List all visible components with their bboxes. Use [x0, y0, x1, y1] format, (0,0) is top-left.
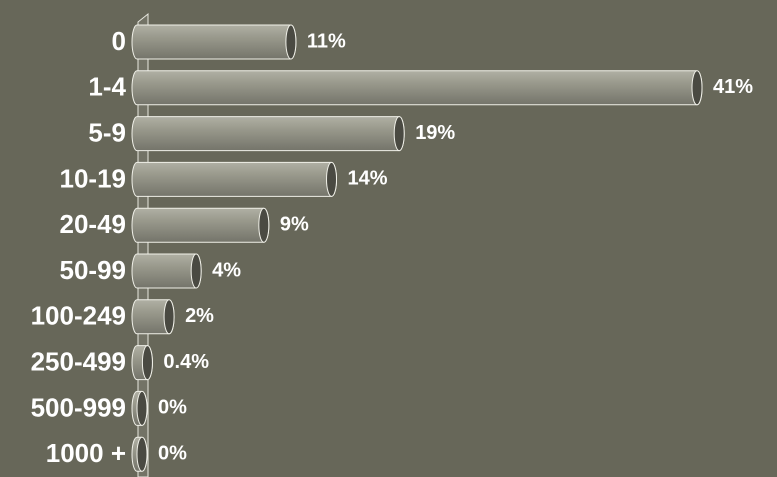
- value-label: 2%: [185, 305, 214, 327]
- bar-part: [136, 436, 148, 472]
- value-label: 14%: [348, 168, 388, 190]
- bar: [131, 436, 148, 472]
- bar: [131, 345, 153, 381]
- bar: [131, 24, 297, 60]
- y-tick-label: 50-99: [60, 255, 127, 285]
- bar-part: [190, 253, 202, 289]
- bar-part: [131, 207, 270, 243]
- y-tick-label: 20-49: [60, 209, 127, 239]
- value-label: 11%: [307, 30, 346, 52]
- bar: [131, 161, 338, 197]
- y-tick-label: 1000 +: [46, 438, 126, 468]
- bar: [131, 207, 270, 243]
- bar-part: [131, 70, 703, 106]
- bar-part: [163, 299, 175, 335]
- y-tick-label: 100-249: [31, 301, 126, 331]
- value-label: 41%: [713, 76, 753, 98]
- bar-part: [141, 345, 153, 381]
- bar-part: [285, 24, 297, 60]
- bar-part: [131, 161, 338, 197]
- bar: [131, 299, 175, 335]
- bar-part: [131, 24, 297, 60]
- value-label: 19%: [415, 122, 455, 144]
- value-label: 0%: [158, 442, 187, 464]
- value-label: 0.4%: [163, 351, 209, 373]
- y-tick-label: 10-19: [60, 163, 127, 193]
- bar-part: [393, 116, 405, 152]
- bar: [131, 116, 405, 152]
- bar: [131, 70, 703, 106]
- bar: [131, 390, 148, 426]
- value-label: 0%: [158, 397, 187, 419]
- value-label: 9%: [280, 213, 309, 235]
- y-tick-label: 500-999: [31, 392, 126, 422]
- value-label: 4%: [212, 259, 241, 281]
- bar-part: [326, 161, 338, 197]
- y-tick-label: 1-4: [88, 72, 126, 102]
- y-tick-label: 0: [112, 26, 126, 56]
- bar-part: [131, 116, 405, 152]
- bar-part: [136, 390, 148, 426]
- bar-part: [258, 207, 270, 243]
- y-tick-label: 5-9: [88, 117, 126, 147]
- bar: [131, 253, 202, 289]
- bar-part: [691, 70, 703, 106]
- y-tick-label: 250-499: [31, 346, 126, 376]
